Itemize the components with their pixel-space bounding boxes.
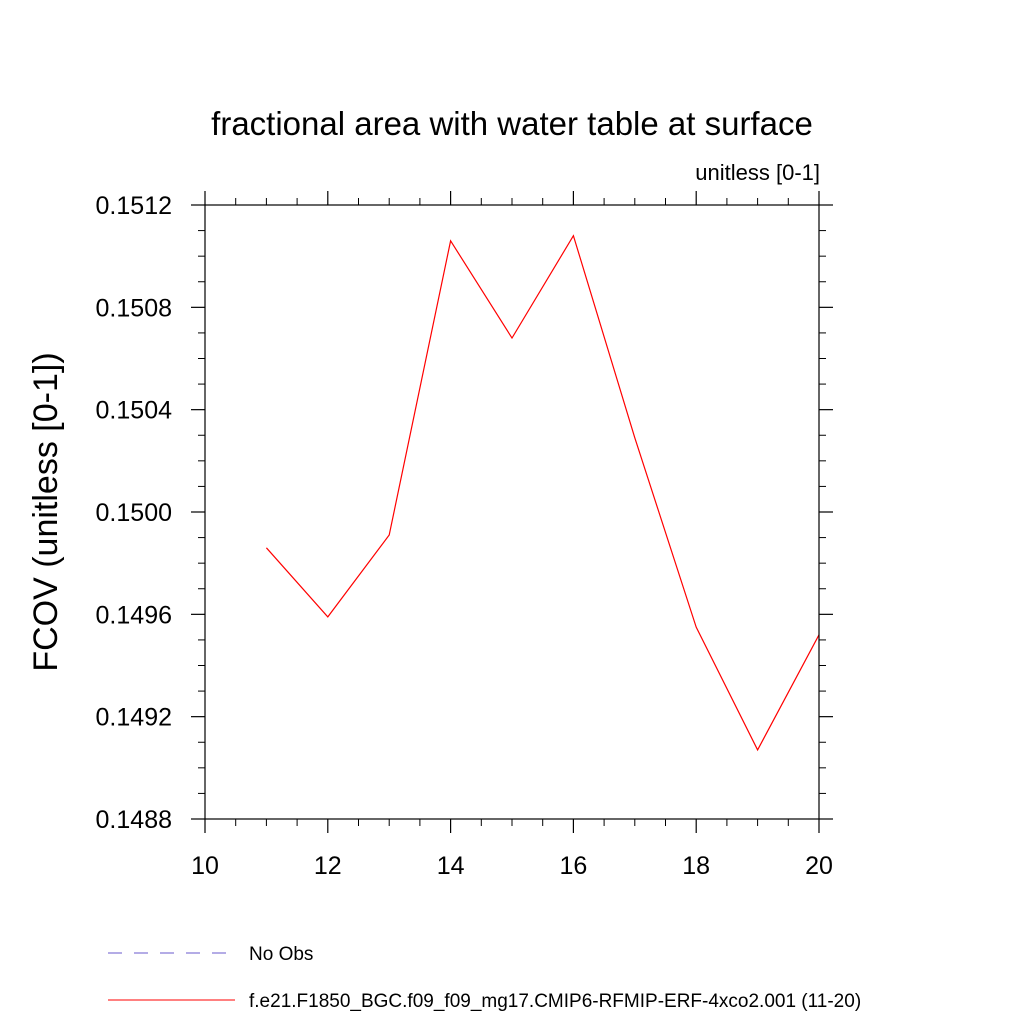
y-tick-label: 0.1492: [96, 704, 172, 732]
y-tick-label: 0.1496: [96, 601, 172, 629]
legend: No Obs f.e21.F1850_BGC.f09_f09_mg17.CMIP6…: [108, 944, 861, 1012]
series-layer: [265, 234, 820, 752]
y-axis-label: FCOV (unitless [0-1]): [27, 352, 65, 671]
y-tick-label: 0.1488: [96, 806, 172, 834]
x-tick-label: 16: [559, 852, 587, 880]
y-tick-label: 0.1504: [96, 397, 173, 425]
chart-subtitle: unitless [0-1]: [695, 160, 820, 185]
chart-title: fractional area with water table at surf…: [211, 105, 813, 142]
legend-label-1: f.e21.F1850_BGC.f09_f09_mg17.CMIP6-RFMIP…: [249, 991, 861, 1012]
x-tick-label: 12: [314, 852, 342, 880]
series-line-0: [265, 234, 820, 752]
y-tick-label: 0.1500: [96, 499, 172, 527]
ticks-layer: 10 12 14 16 18 20 0.1488 0.1492 0.1496 0.1500 0.15…: [96, 191, 833, 880]
x-tick-label: 20: [805, 852, 833, 880]
plot-frame: [204, 204, 820, 820]
y-tick-label: 0.1512: [96, 192, 172, 220]
x-tick-label: 10: [191, 852, 219, 880]
legend-label-0: No Obs: [249, 944, 313, 965]
x-tick-label: 14: [437, 852, 465, 880]
y-tick-label: 0.1508: [96, 294, 172, 322]
x-tick-label: 18: [682, 852, 710, 880]
